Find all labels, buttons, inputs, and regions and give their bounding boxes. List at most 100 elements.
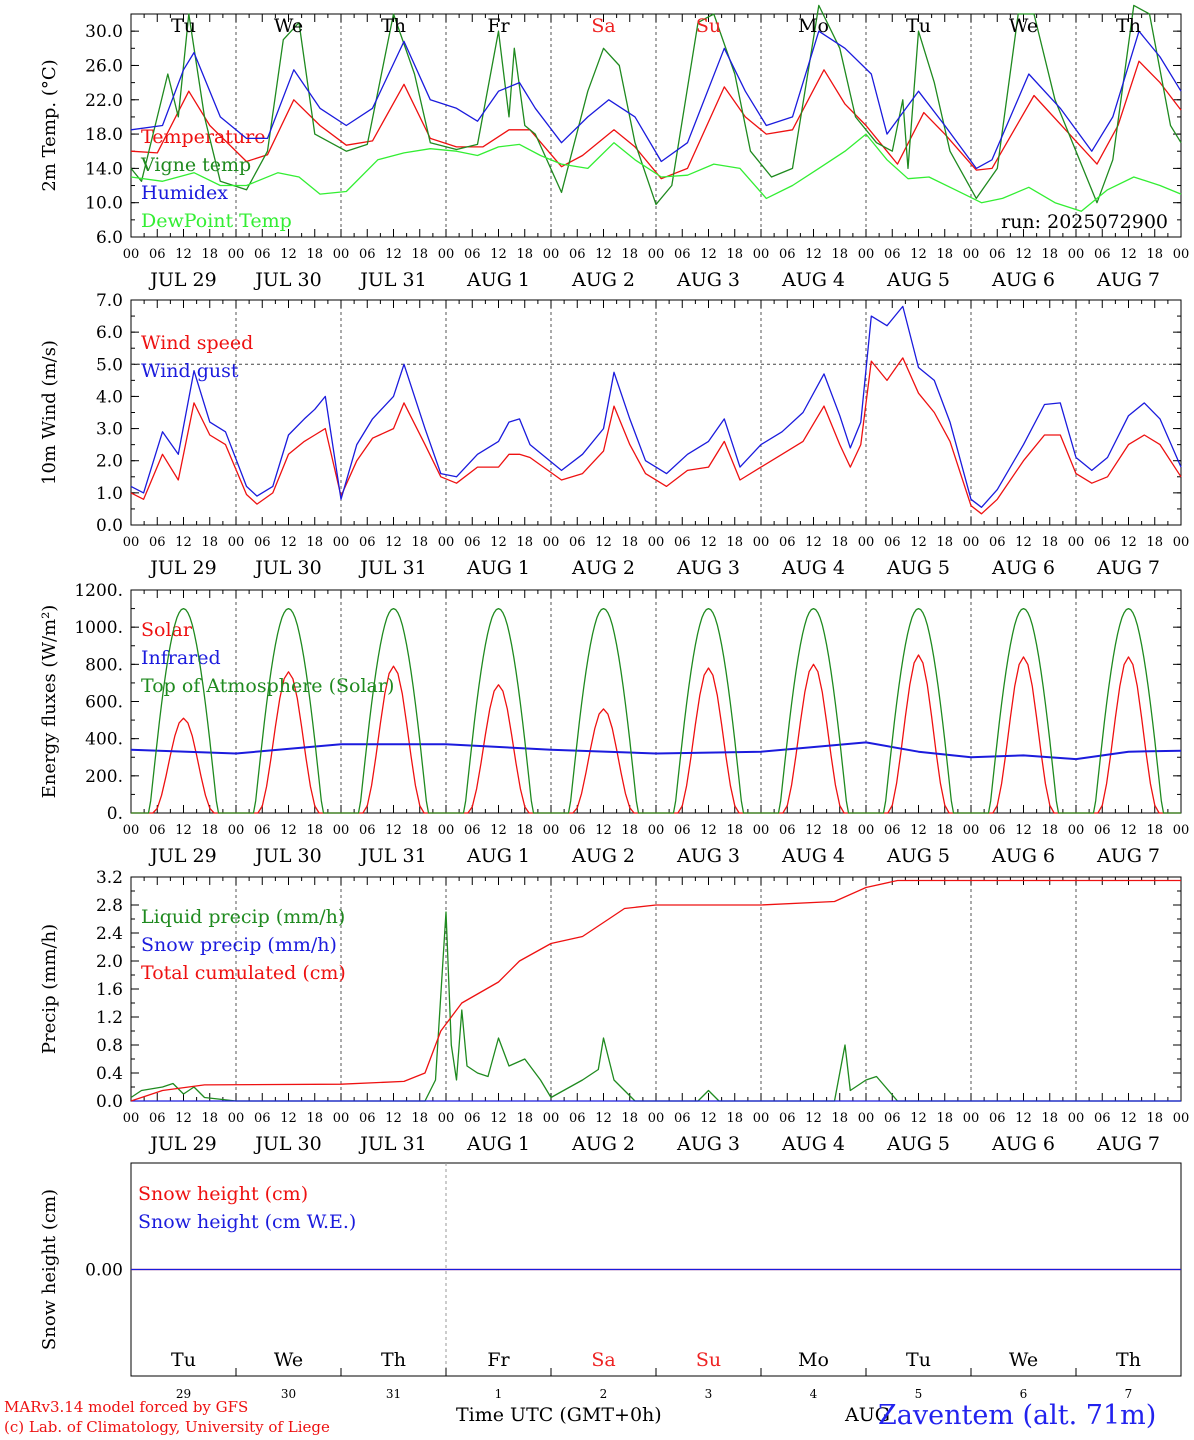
legend-label: Temperature (141, 126, 265, 148)
hour-tick-label: 18 (411, 1111, 428, 1126)
weekday-label: Tu (171, 15, 196, 37)
hour-tick-label: 12 (175, 535, 192, 550)
hour-tick-label: 06 (254, 823, 271, 838)
hour-tick-label: 00 (1173, 1111, 1190, 1126)
hour-tick-label: 06 (1094, 247, 1111, 262)
panel-frame-2 (130, 589, 1182, 814)
hour-tick-label: 06 (989, 535, 1006, 550)
y-tick-label: 5.0 (96, 355, 123, 375)
hour-tick-label: 06 (1094, 535, 1111, 550)
hour-tick-label: 18 (1041, 823, 1058, 838)
weekday-label-bottom: Fr (487, 1349, 510, 1371)
hour-tick-label: 12 (700, 823, 717, 838)
hour-tick-label: 06 (149, 535, 166, 550)
hour-tick-label: 18 (936, 823, 953, 838)
hour-tick-label: 18 (621, 823, 638, 838)
day-number-label: 5 (915, 1387, 923, 1401)
hour-tick-label: 12 (280, 1111, 297, 1126)
y-tick-label: 3.2 (96, 868, 123, 888)
hour-tick-label: 06 (149, 823, 166, 838)
hour-tick-label: 12 (1120, 823, 1137, 838)
hour-tick-label: 06 (884, 1111, 901, 1126)
y-tick-label: 2.0 (96, 952, 123, 972)
hour-tick-label: 12 (1015, 535, 1032, 550)
hour-tick-label: 00 (858, 247, 875, 262)
hour-tick-label: 00 (543, 535, 560, 550)
weekday-label: Tu (906, 15, 931, 37)
date-label: AUG 1 (466, 1133, 530, 1155)
hour-tick-label: 06 (359, 1111, 376, 1126)
weekday-label-bottom: Th (1116, 1349, 1141, 1371)
series-line-total-cumulated-cm- (130, 879, 1181, 1102)
weekday-label-bottom: Sa (591, 1349, 615, 1371)
y-axis-title: Snow height (cm) (39, 1189, 60, 1350)
hour-tick-label: 12 (910, 823, 927, 838)
legend-label: Humidex (141, 182, 228, 204)
hour-tick-label: 18 (306, 823, 323, 838)
weekday-label: Mo (798, 15, 829, 37)
hour-tick-label: 00 (753, 823, 770, 838)
hour-tick-label: 12 (805, 1111, 822, 1126)
day-number-label: 29 (176, 1387, 191, 1401)
hour-tick-label: 00 (123, 1111, 140, 1126)
hour-tick-label: 12 (490, 1111, 507, 1126)
y-tick-label: 7.0 (96, 291, 123, 311)
weekday-label-bottom: Tu (906, 1349, 931, 1371)
hour-tick-label: 00 (438, 1111, 455, 1126)
hour-tick-label: 00 (438, 823, 455, 838)
lab-credit: (c) Lab. of Climatology, University of L… (4, 1418, 330, 1436)
legend-label: Vigne temp (140, 154, 251, 176)
date-label: AUG 5 (886, 557, 950, 579)
hour-tick-label: 18 (1041, 247, 1058, 262)
date-label: JUL 30 (253, 1133, 321, 1155)
day-number-label: 4 (810, 1387, 818, 1401)
hour-tick-label: 06 (989, 823, 1006, 838)
date-label: AUG 3 (676, 557, 740, 579)
date-label: JUL 30 (253, 557, 321, 579)
y-tick-label: 4.0 (96, 387, 123, 407)
hour-tick-label: 12 (175, 247, 192, 262)
legend-label: Total cumulated (cm) (141, 962, 346, 984)
series-line-wind-gust (130, 305, 1182, 508)
weekday-label-bottom: Tu (171, 1349, 196, 1371)
y-tick-label: 6.0 (96, 323, 123, 343)
date-label: JUL 31 (358, 845, 426, 867)
hour-tick-label: 12 (175, 1111, 192, 1126)
series-line-dewpoint-temp (130, 133, 1182, 212)
hour-tick-label: 18 (516, 1111, 533, 1126)
weekday-label: Su (696, 15, 721, 37)
date-label: AUG 2 (571, 845, 635, 867)
hour-tick-label: 06 (359, 823, 376, 838)
y-tick-label: 2.8 (96, 896, 123, 916)
weekday-label-bottom: We (274, 1349, 303, 1371)
hour-tick-label: 00 (438, 535, 455, 550)
y-tick-label: 800. (85, 655, 123, 675)
date-label: AUG 6 (991, 269, 1055, 291)
hour-tick-label: 00 (858, 535, 875, 550)
hour-tick-label: 12 (700, 535, 717, 550)
hour-tick-label: 18 (411, 247, 428, 262)
day-number-label: 7 (1125, 1387, 1133, 1401)
month-label-bottom: AUG (845, 1404, 890, 1426)
day-number-label: 3 (705, 1387, 713, 1401)
y-tick-label: 200. (85, 767, 123, 787)
hour-tick-label: 00 (753, 247, 770, 262)
hour-tick-label: 18 (201, 535, 218, 550)
series-line-humidex (130, 30, 1182, 170)
y-axis-title: Precip (mm/h) (39, 924, 60, 1054)
hour-tick-label: 00 (543, 823, 560, 838)
y-tick-label: 22.0 (85, 91, 123, 111)
hour-tick-label: 18 (936, 247, 953, 262)
hour-tick-label: 00 (963, 1111, 980, 1126)
hour-tick-label: 06 (569, 535, 586, 550)
hour-tick-label: 00 (228, 823, 245, 838)
y-tick-label: 0.4 (96, 1064, 123, 1084)
hour-tick-label: 00 (858, 1111, 875, 1126)
hour-tick-label: 06 (464, 247, 481, 262)
date-label: AUG 5 (886, 845, 950, 867)
hour-tick-label: 00 (963, 247, 980, 262)
hour-tick-label: 12 (1015, 823, 1032, 838)
hour-tick-label: 00 (333, 1111, 350, 1126)
hour-tick-label: 18 (831, 535, 848, 550)
hour-tick-label: 06 (149, 247, 166, 262)
